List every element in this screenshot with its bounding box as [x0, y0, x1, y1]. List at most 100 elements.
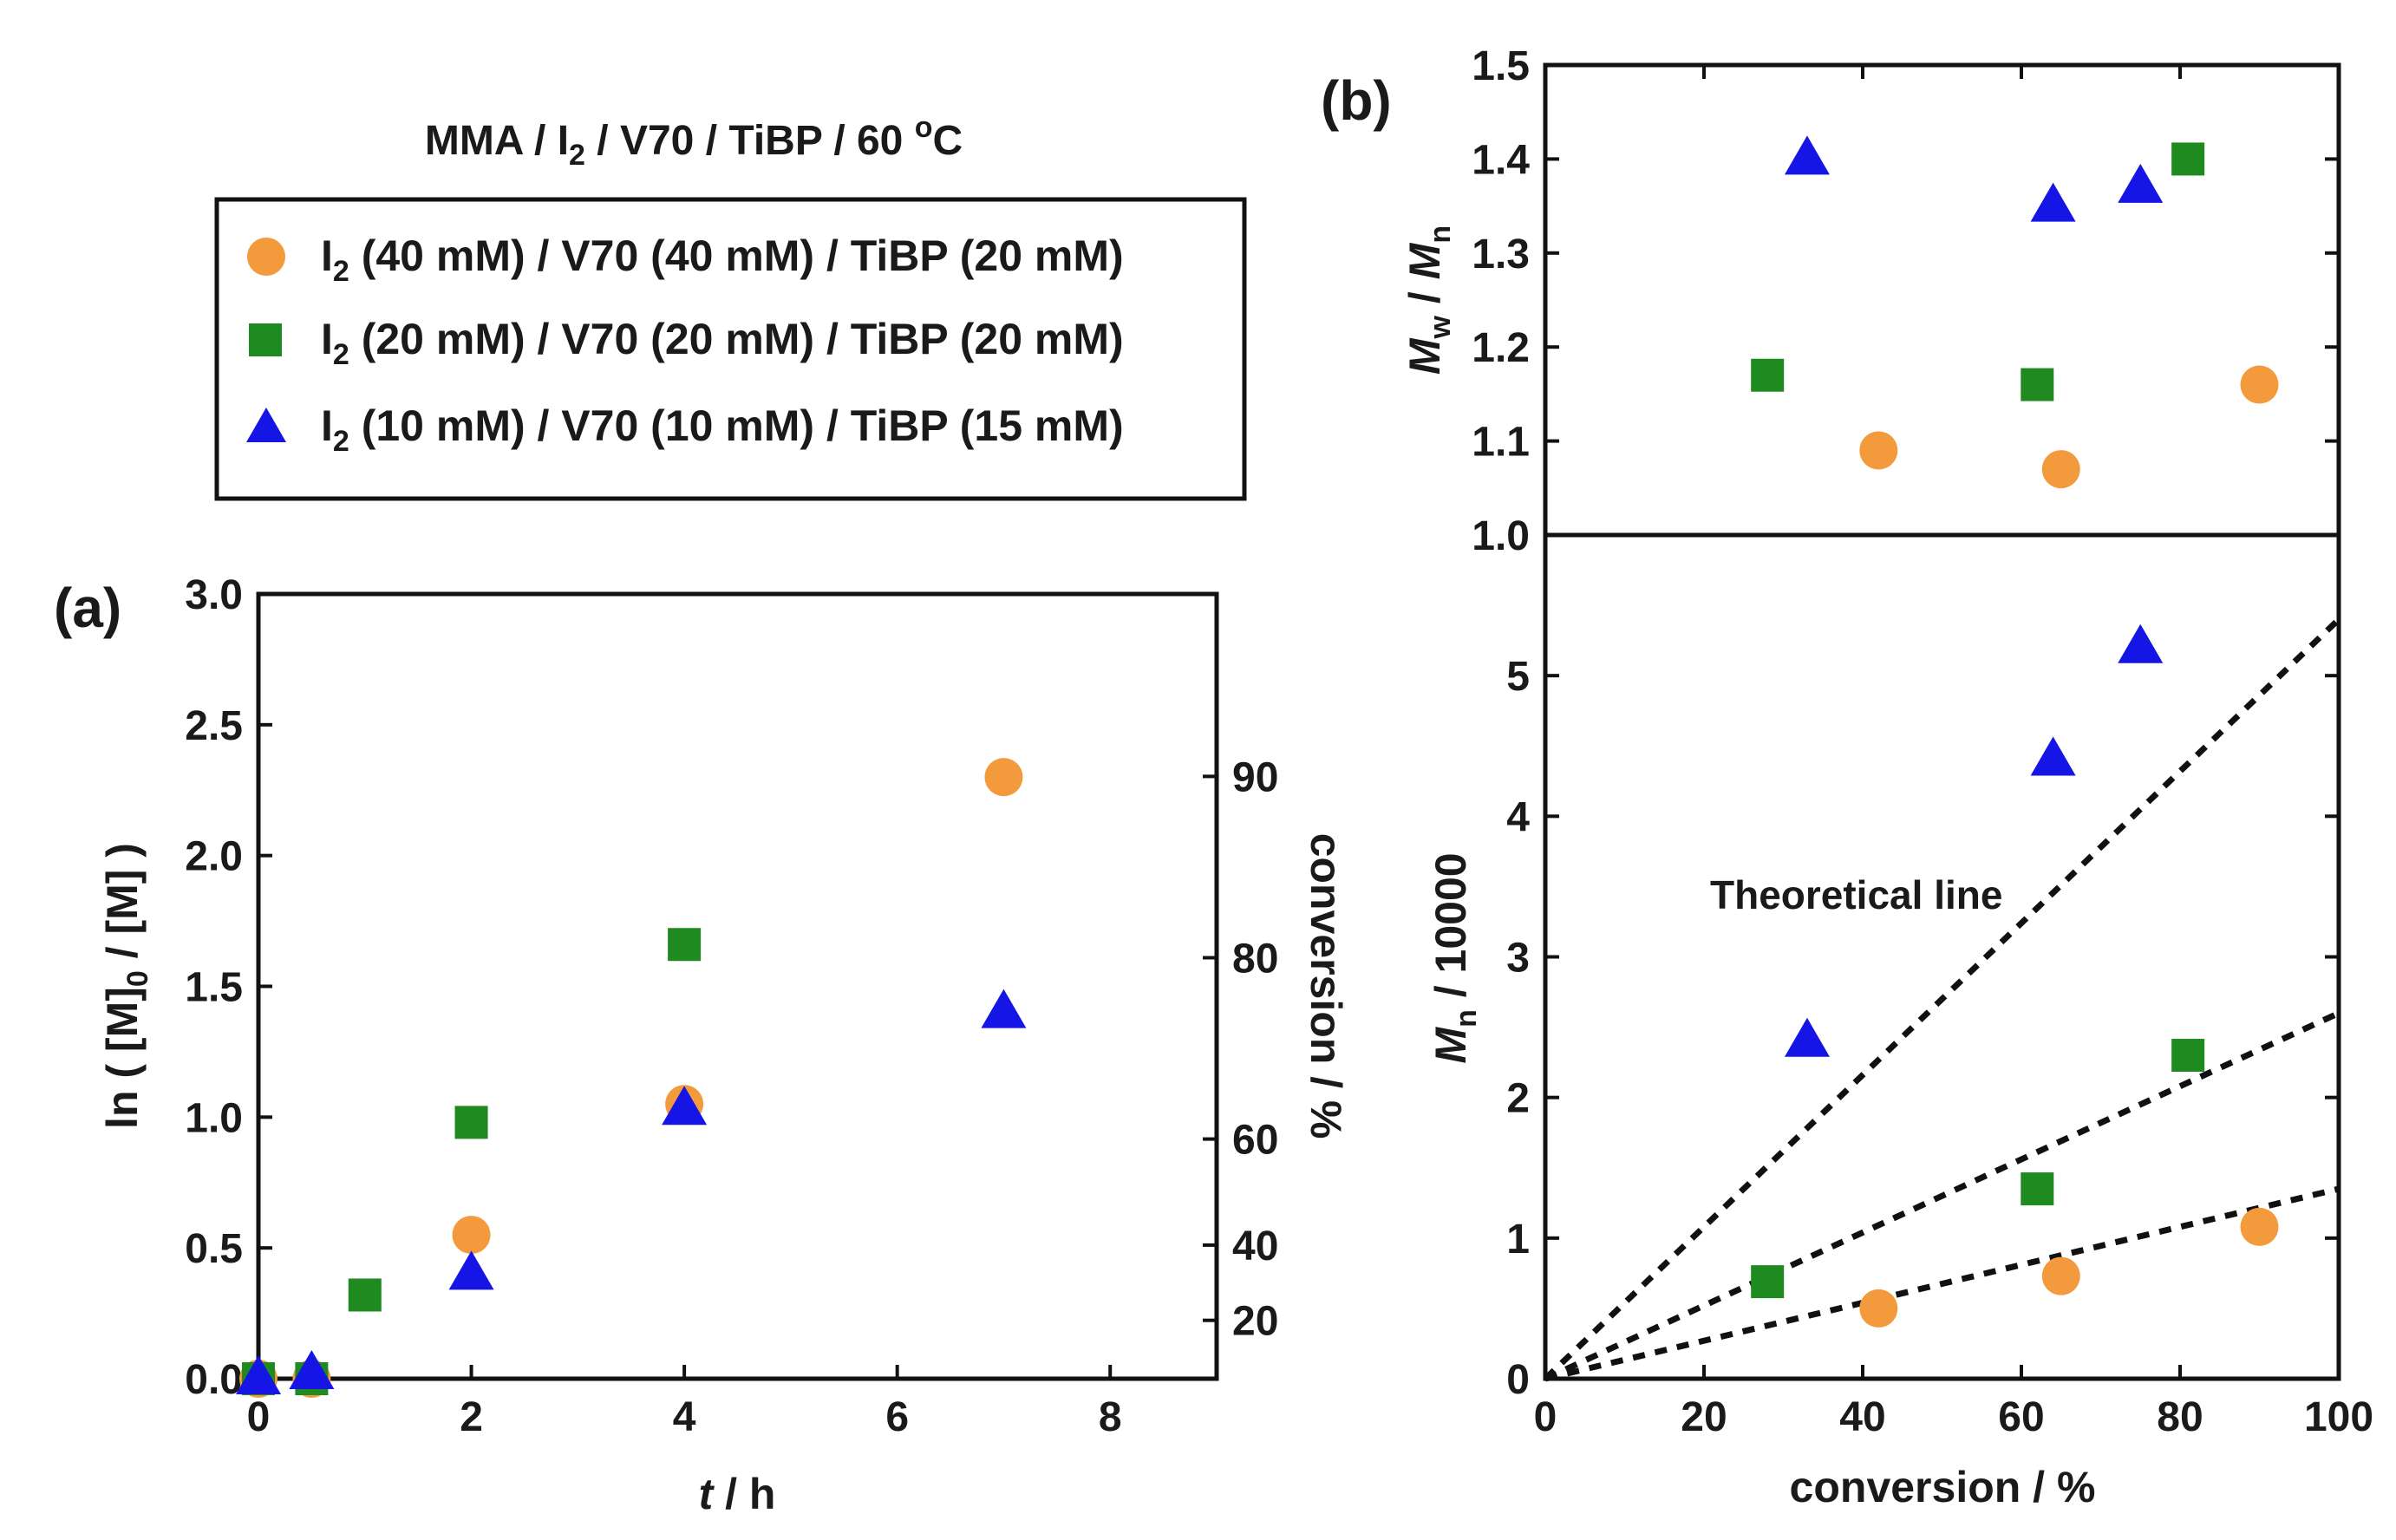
panel-a-y-tick-label: 3.0 — [185, 572, 243, 618]
panel-a-y-tick-label: 1.5 — [185, 965, 243, 1011]
panel-b-theoretical-lines — [1543, 617, 2341, 1382]
legend-label-10mM: I2 (10 mM) / V70 (10 mM) / TiBP (15 mM) — [321, 401, 1124, 458]
panel-b-top-y-tick-label: 1.3 — [1472, 232, 1530, 277]
panel-a-point-square — [454, 1106, 488, 1139]
panel-b-top-point-square — [2021, 368, 2054, 401]
panel-b-bottom-point-circle — [2041, 1256, 2080, 1295]
panel-b-bottom-y-tick-label: 4 — [1506, 794, 1530, 840]
panel-b-top-point-circle — [1859, 431, 1898, 470]
panel-a-y2-axis: 20 40 60 80 90 — [1203, 754, 1278, 1345]
panel-b-x-tick-label: 0 — [1534, 1394, 1557, 1440]
panel-b-bottom-point-triangle — [2030, 736, 2076, 776]
panel-b-bottom-x-axis: 0 20 40 60 80 100 — [1534, 65, 2373, 1440]
theoretical-line-annotation: Theoretical line — [1710, 872, 2002, 917]
panel-b-bottom-point-circle — [2240, 1207, 2279, 1246]
panel-b-x-tick-label: 60 — [1998, 1394, 2044, 1440]
panel-b-bottom-point-circle — [1859, 1289, 1898, 1328]
panel-a-point-triangle — [289, 1349, 335, 1389]
panel-a-y2-tick-label: 90 — [1232, 754, 1278, 800]
panel-a-label: (a) — [54, 577, 121, 639]
panel-b-label: (b) — [1321, 69, 1392, 132]
legend-item-20mM: I2 (20 mM) / V70 (20 mM) / TiBP (20 mM) — [249, 315, 1124, 371]
panel-a-y-tick-label: 0.5 — [185, 1226, 243, 1272]
panel-a-y-tick-label: 2.5 — [185, 703, 243, 749]
panel-a-y2-tick-label: 80 — [1232, 936, 1278, 982]
panel-a-y-axis: 0.0 0.5 1.0 1.5 2.0 2.5 3.0 — [185, 572, 272, 1403]
panel-a-point-triangle — [236, 1355, 281, 1394]
panel-a-y-tick-label: 2.0 — [185, 834, 243, 880]
theoretical-line-20mM — [1544, 1010, 2341, 1382]
panel-b-top-y-tick-label: 1.4 — [1472, 137, 1530, 183]
panel-a-point-triangle — [448, 1250, 494, 1290]
panel-b-bottom-point-triangle — [1784, 1017, 1830, 1057]
panel-a-x-tick-label: 2 — [460, 1394, 483, 1440]
panel-a-frame — [256, 591, 1219, 1381]
legend-item-40mM: I2 (40 mM) / V70 (40 mM) / TiBP (20 mM) — [247, 232, 1124, 288]
theoretical-line-40mM — [1544, 1185, 2340, 1382]
panel-a-data-points — [236, 758, 1027, 1398]
panel-a-y2-tick-label: 20 — [1232, 1299, 1278, 1345]
panel-a-point-triangle — [662, 1086, 708, 1126]
panel-a-point-circle — [984, 758, 1023, 797]
panel-b-x-axis-label: conversion / % — [1790, 1463, 2096, 1511]
panel-a-y2-tick-label: 40 — [1232, 1224, 1278, 1269]
panel-b-bottom-y-tick-label: 1 — [1506, 1217, 1530, 1263]
panel-a-y-tick-label: 1.0 — [185, 1095, 243, 1141]
panel-a-point-square — [668, 928, 702, 962]
panel-a-point-circle — [452, 1216, 491, 1255]
panel-a-point-triangle — [981, 989, 1027, 1028]
panel-b-top-y-axis: 1.0 1.1 1.2 1.3 1.4 1.5 — [1472, 43, 2339, 559]
panel-b-top-point-triangle — [1784, 135, 1830, 175]
panel-b-top-y-tick-label: 1.1 — [1472, 420, 1530, 466]
panel-b-x-tick-label: 40 — [1839, 1394, 1885, 1440]
legend-marker-circle — [247, 238, 285, 276]
panel-a: (a) 0 2 4 6 8 0.0 0.5 1.0 1.5 2.0 2.5 3.0 20 40 60 80… — [54, 572, 1350, 1518]
panel-b-top-point-triangle — [2030, 182, 2076, 222]
panel-b-bottom-y-tick-label: 5 — [1506, 654, 1530, 700]
panel-b-bottom-point-square — [1751, 1265, 1785, 1299]
panel-b-top-y-tick-label: 1.2 — [1472, 325, 1530, 371]
panel-b-top-data-points — [1751, 135, 2279, 489]
legend-box — [214, 197, 1247, 501]
panel-b-bottom-data-points — [1751, 623, 2279, 1328]
panel-b-bottom-point-triangle — [2118, 623, 2164, 663]
panel-a-y-tick-label: 0.0 — [185, 1357, 243, 1403]
panel-a-y2-tick-label: 60 — [1232, 1118, 1278, 1164]
figure-title: MMA / I2 / V70 / TiBP / 60 oC — [425, 111, 963, 172]
legend-marker-square — [249, 323, 282, 356]
panel-a-x-tick-label: 6 — [885, 1394, 909, 1440]
panel-a-point-square — [348, 1278, 382, 1312]
panel-a-x-axis-label: t / h — [699, 1470, 776, 1518]
panel-a-y-axis-label: ln ( [M]0 / [M] ) — [98, 843, 154, 1129]
panel-b-bottom-y-axis: 0 1 2 3 4 5 — [1506, 654, 2339, 1403]
panel-b-top-point-circle — [2041, 450, 2080, 489]
legend-item-10mM: I2 (10 mM) / V70 (10 mM) / TiBP (15 mM) — [246, 401, 1124, 458]
panel-b-top-y-tick-label: 1.5 — [1472, 43, 1530, 89]
panel-b-x-tick-label: 20 — [1681, 1394, 1727, 1440]
panel-b-bottom-y-tick-label: 2 — [1506, 1076, 1530, 1122]
panel-a-x-tick-label: 4 — [673, 1394, 696, 1440]
panel-b: (b) 1.0 1.1 1.2 1.3 1.4 1.5 0 1 2 3 4 5 0 20 40 60 80 1… — [1321, 43, 2373, 1511]
panel-b-bottom-frame — [1543, 532, 2341, 1381]
panel-b-bottom-point-square — [2021, 1172, 2054, 1206]
panel-b-top-frame — [1543, 62, 2341, 538]
panel-b-x-tick-label: 80 — [2157, 1394, 2203, 1440]
panel-b-bottom-y-tick-label: 3 — [1506, 936, 1530, 982]
panel-a-y2-axis-label: conversion / % — [1302, 833, 1350, 1139]
panel-b-top-point-triangle — [2118, 163, 2164, 203]
panel-a-x-axis: 0 2 4 6 8 — [247, 1365, 1122, 1440]
panel-b-bottom-y-axis-label: Mn / 10000 — [1427, 852, 1483, 1063]
panel-b-top-y-tick-label: 1.0 — [1472, 513, 1530, 559]
legend-label-40mM: I2 (40 mM) / V70 (40 mM) / TiBP (20 mM) — [321, 232, 1124, 288]
panel-b-top-point-square — [1751, 358, 1785, 392]
panel-b-x-tick-label: 100 — [2304, 1394, 2373, 1440]
panel-b-top-point-square — [2171, 142, 2205, 176]
legend: I2 (40 mM) / V70 (40 mM) / TiBP (20 mM) … — [214, 197, 1247, 501]
panel-b-top-point-circle — [2240, 365, 2279, 404]
panel-a-x-tick-label: 0 — [247, 1394, 271, 1440]
panel-b-bottom-y-tick-label: 0 — [1506, 1357, 1530, 1403]
legend-label-20mM: I2 (20 mM) / V70 (20 mM) / TiBP (20 mM) — [321, 315, 1124, 371]
panel-b-top-y-axis-label: Mw / Mn — [1400, 225, 1457, 375]
theoretical-line-10mM — [1543, 617, 2341, 1381]
